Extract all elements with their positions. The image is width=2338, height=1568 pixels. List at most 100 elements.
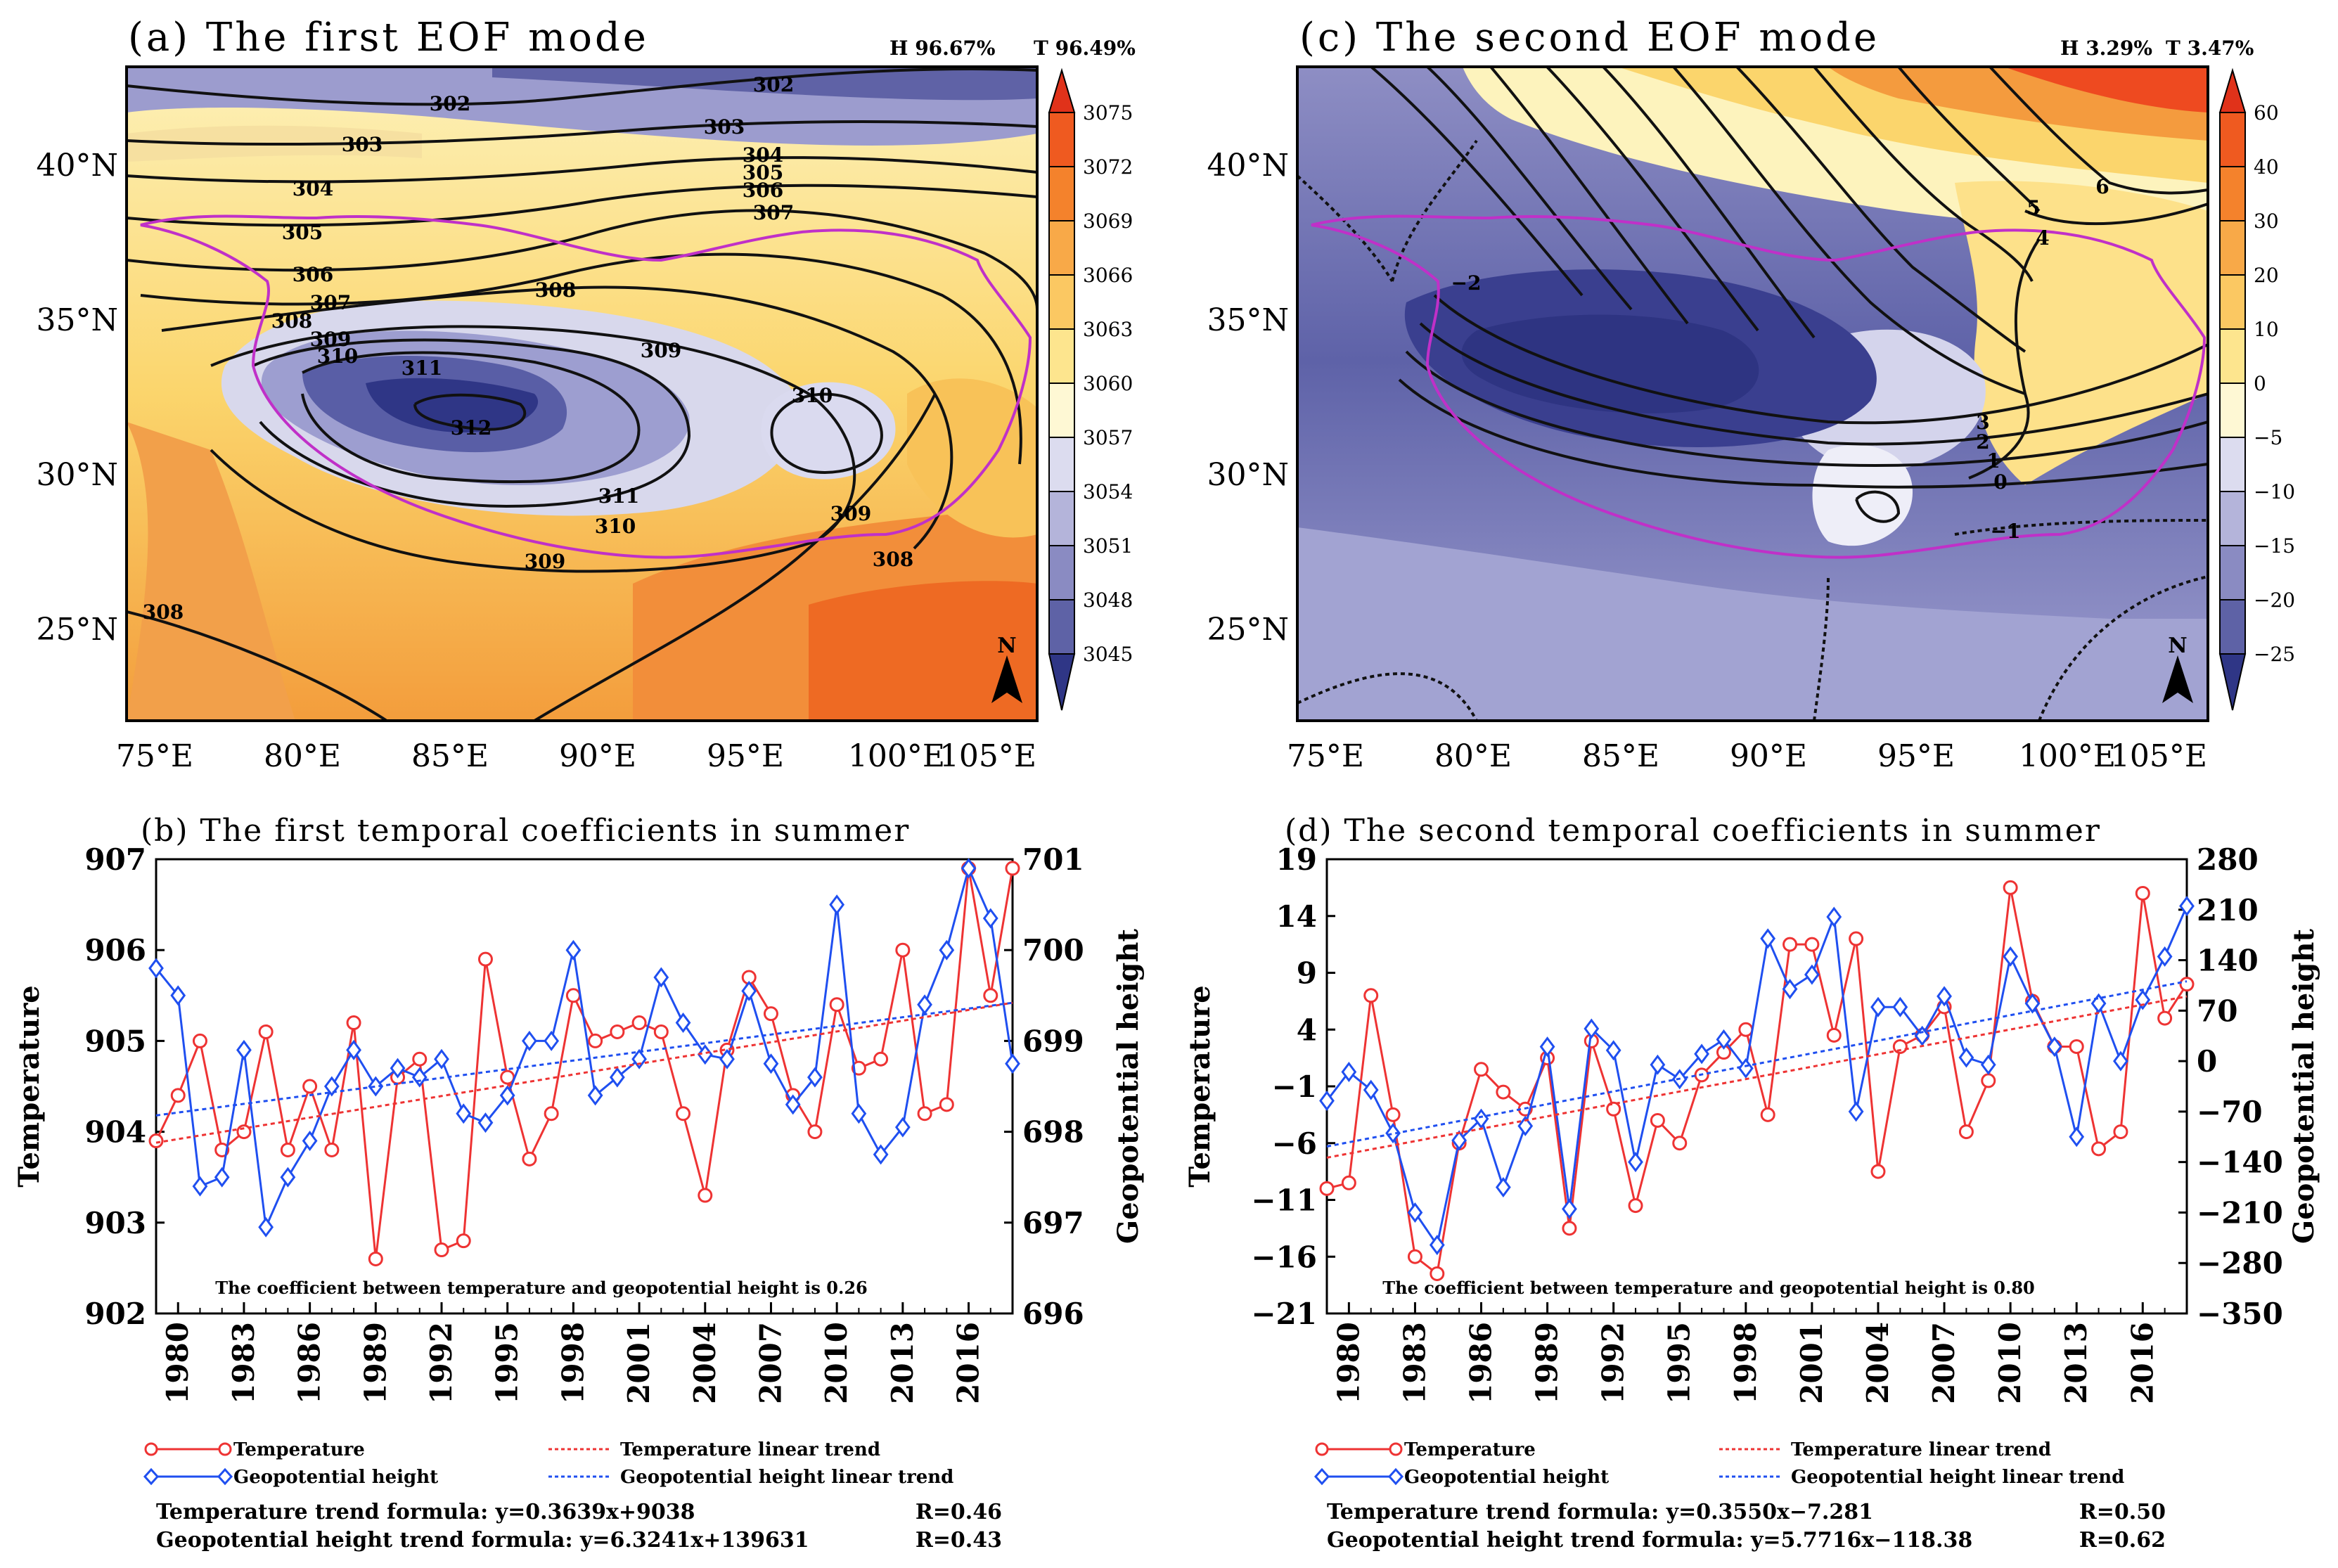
contour-312 [413,393,527,431]
geopotential-point [192,1176,208,1197]
colorbar-label: 3075 [1083,101,1133,124]
lat-label: 30°N [37,457,119,493]
geopotential-point [982,908,998,929]
temperature-point [324,1142,340,1157]
y-tick-label-right: 696 [1022,1297,1084,1331]
y-tick-label-left: −1 [1272,1069,1317,1104]
geopotential-point [477,1112,494,1133]
geopotential-point [170,985,186,1006]
y-tick-label-right: 700 [1022,933,1084,968]
legend-gph-marker [1313,1467,1330,1486]
contour-label: 304 [293,177,333,200]
panel-b-legend: Temperature Geopotential height Temperat… [143,1439,953,1488]
panel-b: (b) The first temporal coefficients in s… [13,813,1145,1553]
panel-d: (d) The second temporal coefficients in … [1183,813,2320,1553]
colorbar-label: 3060 [1083,372,1133,395]
panel-a-contours [127,68,1037,721]
geopotential-point [544,1030,560,1051]
contour-label: 5 [2027,196,2040,219]
y-tick-label-right: −280 [2197,1246,2283,1280]
contour-302 [127,68,1037,106]
y-tick-label-right: 210 [2197,893,2259,927]
geopotential-point [1385,1123,1401,1144]
panel-d-plot: −21 −16 −11 −6 −1 4 9 14 19 −350 −280 −210 −140 −70 0 7… [1251,842,2283,1404]
panel-c-lon-axis: 75°E 80°E 85°E 90°E 95°E 100°E 105°E [1287,738,2207,774]
lon-label: 75°E [116,738,193,774]
geopotential-point [1650,1054,1666,1075]
colorbar-label: 3069 [1083,210,1133,233]
panel-a-colorbar: 3075 3072 3069 3066 3063 3060 3057 3054 … [1048,68,1133,711]
contour-c-line [1813,67,2034,282]
contour-311 [301,351,641,484]
temperature-point [1650,1112,1665,1128]
contour-label: 311 [598,484,639,508]
x-tick-label: 2001 [622,1322,656,1404]
contour-310-east [770,392,883,474]
x-tick-label: 1995 [1662,1322,1697,1404]
contour-306 [127,209,1037,310]
trend-r-temp: R=0.46 [916,1500,1002,1524]
lat-label: 25°N [37,612,119,648]
lon-label: 100°E [2019,738,2116,774]
trend-formula-temp: Temperature trend formula: y=0.3639x+903… [156,1500,695,1524]
temperature-point [2091,1141,2107,1157]
temperature-point [456,1233,471,1249]
north-label: N [997,634,1016,658]
panel-c-contour-labels: 6 5 4 3 2 1 0 −1 −2 [1451,175,2109,543]
geopotential-point [2157,946,2173,967]
temperature-point [1474,1062,1489,1077]
panel-c-lat-axis: 40°N 35°N 30°N 25°N [1207,148,1290,648]
y-tick-label-right: 699 [1022,1024,1084,1058]
panel-d-correlation-note: The coefficient between temperature and … [1382,1278,2034,1298]
colorbar-bottom-triangle [2218,653,2247,711]
x-tick-label: 2010 [1993,1322,2027,1404]
colorbar-label: −10 [2254,480,2295,503]
temperature-point [434,1242,449,1258]
y-tick-label-right: 140 [2197,944,2259,978]
contour-c-line [1602,67,1816,339]
geopotential-point [1804,964,1820,985]
geopotential-point [1958,1047,1974,1068]
geopotential-point [1980,1054,1996,1075]
panel-c-north-arrow: N [2162,634,2193,703]
temperature-point [873,1051,889,1067]
contour-label: 305 [743,161,783,184]
colorbar-bottom-triangle [1048,653,1076,711]
geopotential-point [1892,996,1908,1017]
temperature-point [1981,1073,1996,1088]
geopotential-point [2113,1050,2128,1072]
x-tick-label: 2004 [1861,1322,1895,1404]
panel-b-formulas: Temperature trend formula: y=0.3639x+903… [156,1500,1002,1553]
temperature-point [1958,1124,1974,1140]
legend-gph-trend-label: Geopotential height linear trend [1791,1467,2124,1488]
lon-label: 75°E [1287,738,1364,774]
geopotential-point [2003,946,2019,967]
panel-d-formulas: Temperature trend formula: y=0.3550x−7.2… [1327,1500,2166,1553]
trend-line [1326,980,2188,1148]
temperature-point [1430,1266,1445,1281]
temperature-point [170,1088,186,1103]
lon-label: 90°E [559,738,636,774]
colorbar-label: −20 [2254,589,2295,612]
trend-r-temp: R=0.50 [2079,1500,2166,1524]
temperature-point [1826,1027,1842,1043]
colorbar-label: −15 [2254,534,2295,558]
temperature-point [807,1124,823,1140]
geopotential-point [1694,1043,1709,1065]
panel-a-north-lowest [492,67,1037,101]
temperature-point [258,1024,274,1039]
temperature-point [2135,885,2150,901]
panel-a-plateau-core [366,378,539,432]
geopotential-point [1451,1130,1467,1151]
temperature-point [631,1015,647,1031]
geopotential-point [894,1117,911,1138]
panel-c-t-variance: T 3.47% [2166,37,2254,60]
colorbar-label: 3063 [1083,318,1133,341]
geopotential-point [1473,1108,1489,1129]
y-tick-label-left: 4 [1297,1013,1317,1047]
geopotential-point [258,1216,274,1238]
geopotential-point [390,1058,406,1079]
x-tick-label: 1992 [424,1322,458,1404]
temperature-point [2179,977,2195,992]
